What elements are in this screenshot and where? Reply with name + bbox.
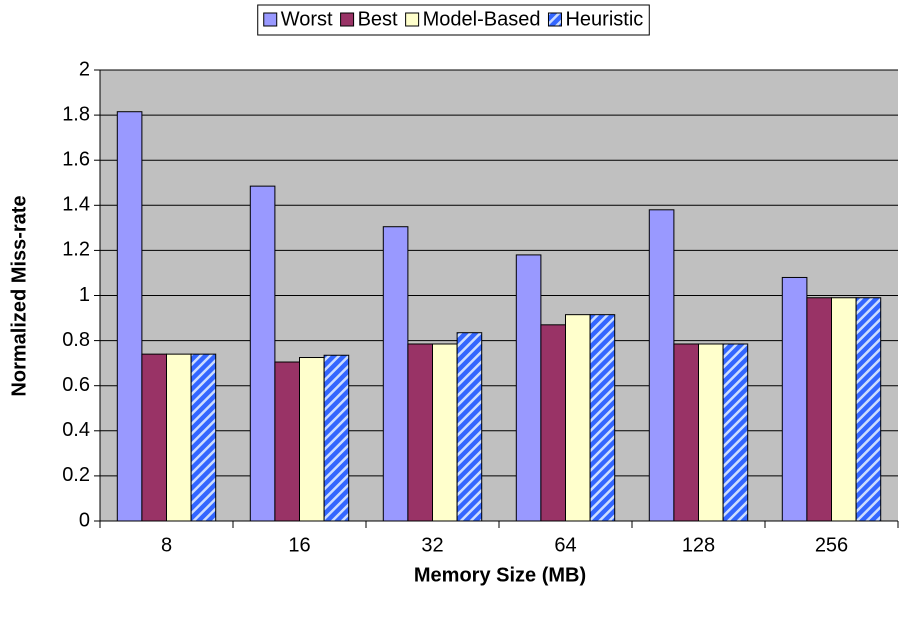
bar <box>831 297 857 522</box>
bar <box>673 343 700 522</box>
bar <box>806 297 833 522</box>
legend-label: Heuristic <box>565 8 643 30</box>
legend: Worst Best Model-Based Heuristic <box>257 4 650 36</box>
bar <box>698 343 724 522</box>
bar <box>274 361 300 522</box>
bar <box>141 353 168 522</box>
y-tick-label: 0 <box>79 509 90 531</box>
x-tick-label: 256 <box>815 534 848 556</box>
bar <box>722 343 749 522</box>
bar <box>515 254 542 522</box>
legend-swatch <box>547 12 562 27</box>
bar <box>781 276 808 522</box>
y-tick-label: 1 <box>79 284 90 306</box>
bar <box>565 314 591 522</box>
bar <box>323 354 350 522</box>
y-tick-label: 1.2 <box>62 239 90 261</box>
x-tick-label: 16 <box>288 534 310 556</box>
x-tick-label: 128 <box>682 534 715 556</box>
legend-box <box>257 4 650 36</box>
y-tick-label: 1.4 <box>62 194 90 216</box>
bar <box>299 357 325 522</box>
y-tick-label: 0.6 <box>62 374 90 396</box>
bar <box>382 226 409 522</box>
bar <box>456 332 483 522</box>
legend-swatch <box>263 12 278 27</box>
x-tick-label: 8 <box>161 534 172 556</box>
y-tick-label: 1.6 <box>62 148 90 170</box>
legend-label: Model-Based <box>423 8 541 30</box>
y-tick-label: 0.4 <box>62 419 90 441</box>
bar <box>116 111 143 522</box>
legend-label: Best <box>358 8 398 30</box>
y-tick-label: 1.8 <box>62 103 90 125</box>
bar <box>190 353 217 522</box>
y-tick-label: 2 <box>79 58 90 80</box>
bar <box>589 314 616 522</box>
legend-swatch <box>340 12 355 27</box>
bar <box>432 343 458 522</box>
bar <box>855 297 882 522</box>
legend-label: Worst <box>281 8 333 30</box>
bar <box>648 209 675 522</box>
bar <box>407 343 433 522</box>
x-axis-label: Memory Size (MB) <box>414 564 586 586</box>
y-tick-label: 0.8 <box>62 329 90 351</box>
bar <box>166 353 192 522</box>
y-axis-label: Normalized Miss-rate <box>8 195 30 396</box>
x-tick-label: 64 <box>554 534 576 556</box>
legend-swatch <box>405 12 420 27</box>
bar <box>249 185 276 522</box>
y-tick-label: 0.2 <box>62 464 90 486</box>
bar <box>540 324 567 522</box>
x-tick-label: 32 <box>421 534 443 556</box>
